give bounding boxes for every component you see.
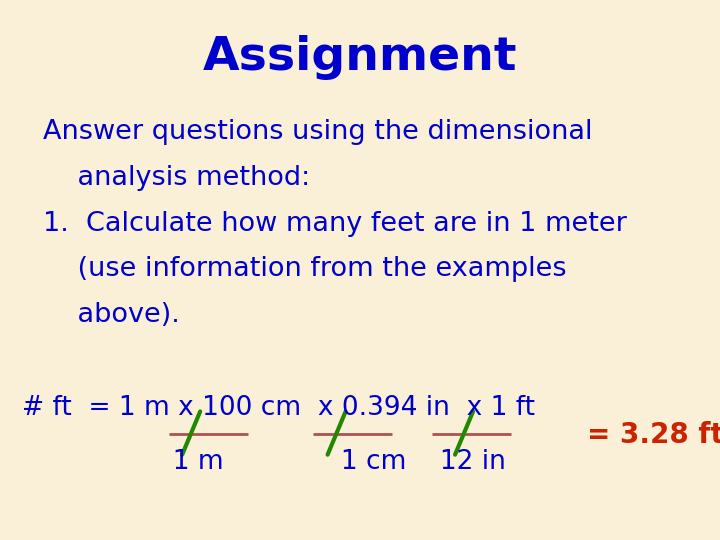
Text: 1 m              1 cm    12 in: 1 m 1 cm 12 in — [22, 449, 505, 475]
Text: 1.  Calculate how many feet are in 1 meter: 1. Calculate how many feet are in 1 mete… — [43, 211, 627, 237]
Text: Assignment: Assignment — [203, 35, 517, 80]
Text: = 3.28 ft: = 3.28 ft — [587, 421, 720, 449]
Text: Answer questions using the dimensional: Answer questions using the dimensional — [43, 119, 593, 145]
Text: above).: above). — [43, 302, 180, 328]
Text: # ft  = 1 m x 100 cm  x 0.394 in  x 1 ft: # ft = 1 m x 100 cm x 0.394 in x 1 ft — [22, 395, 534, 421]
Text: analysis method:: analysis method: — [43, 165, 310, 191]
Text: (use information from the examples: (use information from the examples — [43, 256, 567, 282]
